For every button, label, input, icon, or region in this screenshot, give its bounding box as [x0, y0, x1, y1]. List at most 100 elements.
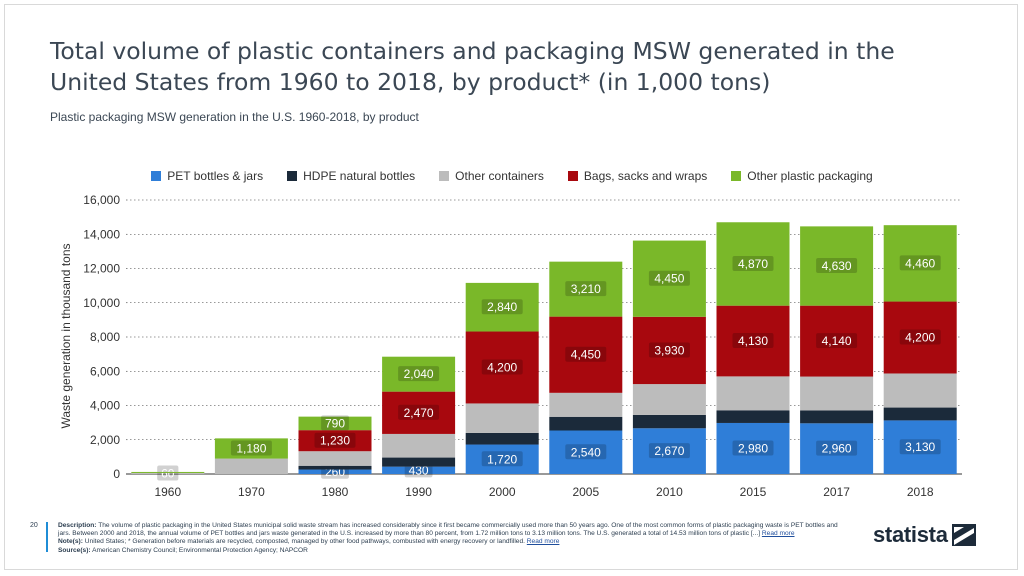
sources-label: Source(s): [58, 546, 91, 554]
legend-swatch-other-containers [439, 171, 450, 181]
bar-segment [632, 240, 706, 317]
data-label: 3,210 [571, 282, 601, 296]
bar-segment [131, 472, 205, 474]
notes-read-more-link[interactable]: Read more [526, 538, 560, 546]
data-label: 4,200 [905, 331, 935, 345]
bar-segment [382, 433, 456, 458]
bar-segment [883, 225, 957, 302]
data-label-background [314, 432, 356, 448]
data-label: 2,540 [571, 445, 601, 459]
data-label-background [565, 281, 607, 297]
legend-item-bags[interactable]: Bags, sacks and wraps [567, 168, 707, 184]
legend-label-other-plastic: Other plastic packaging [747, 169, 873, 183]
data-label-background [732, 440, 774, 456]
bar-segment [214, 438, 288, 459]
bar-segment [716, 305, 790, 377]
x-tick-label: 1970 [238, 485, 265, 499]
data-label-background [481, 451, 523, 467]
data-label: 1,230 [320, 434, 350, 448]
data-label-background [565, 346, 607, 362]
bar-segment [298, 416, 372, 431]
x-tick-label: 2018 [907, 485, 934, 499]
data-label: 4,630 [822, 259, 852, 273]
x-tick-label: 2015 [740, 485, 767, 499]
data-label: 60 [161, 466, 175, 480]
bar-segment [382, 356, 456, 392]
footer-accent-bar [46, 522, 48, 552]
data-label: 2,980 [738, 441, 768, 455]
data-label: 1,720 [487, 452, 517, 466]
bar-segment [883, 407, 957, 421]
data-label-background [899, 329, 941, 345]
legend-swatch-other-plastic [731, 171, 742, 181]
statista-logo-text: statista [873, 522, 948, 547]
bar-segment [298, 465, 372, 470]
data-label: 4,200 [487, 360, 517, 374]
bar-segment [382, 457, 456, 467]
statista-logo[interactable]: statista [873, 520, 976, 550]
legend-item-other-plastic[interactable]: Other plastic packaging [731, 168, 873, 184]
bar-segment [382, 391, 456, 434]
bar-segment [632, 316, 706, 385]
data-label-background [230, 440, 272, 456]
legend-label-other-containers: Other containers [455, 169, 544, 183]
data-label-background [481, 359, 523, 375]
y-tick-label: 8,000 [90, 330, 120, 344]
legend-swatch-hdpe [287, 171, 298, 181]
y-tick-label: 12,000 [83, 262, 120, 276]
bar-segment [800, 410, 874, 424]
sources-text: American Chemistry Council; Environmenta… [92, 546, 308, 554]
data-label: 2,670 [654, 444, 684, 458]
description-label: Description: [58, 522, 97, 529]
data-label: 430 [409, 463, 429, 477]
data-label: 4,140 [822, 334, 852, 348]
footer-text: Description: The volume of plastic packa… [58, 522, 838, 555]
bar-segment [716, 222, 790, 306]
data-label-background [648, 443, 690, 459]
y-tick-label: 2,000 [90, 433, 120, 447]
data-label-background [481, 299, 523, 315]
description-text: The volume of plastic packaging in the U… [58, 522, 838, 538]
data-label-background [816, 440, 858, 456]
legend-label-pet: PET bottles & jars [167, 169, 264, 183]
data-label-background [157, 465, 179, 481]
y-tick-label: 14,000 [83, 227, 120, 241]
bar-segment [716, 410, 790, 423]
legend-item-hdpe[interactable]: HDPE natural bottles [287, 168, 415, 184]
bar-segment [800, 423, 874, 474]
data-label-background [565, 444, 607, 460]
x-tick-label: 2010 [656, 485, 683, 499]
bar-segment [465, 432, 539, 445]
bar-segment [298, 451, 372, 466]
bar-segment [716, 422, 790, 474]
bar-segment [465, 403, 539, 433]
legend-item-other-containers[interactable]: Other containers [439, 168, 544, 184]
bar-segment [131, 471, 205, 473]
chart-legend: PET bottles & jars HDPE natural bottles … [0, 168, 1024, 184]
x-tick-label: 2005 [572, 485, 599, 499]
legend-item-pet[interactable]: PET bottles & jars [151, 168, 263, 184]
description-read-more-link[interactable]: Read more [761, 530, 795, 538]
bar-segment [883, 420, 957, 474]
bar-segment [549, 316, 623, 393]
statista-logo-icon [951, 524, 976, 546]
bar-segment [465, 444, 539, 474]
x-tick-label: 2017 [823, 485, 850, 499]
x-tick-label: 1980 [322, 485, 349, 499]
bar-segment [549, 416, 623, 431]
bar-segment [549, 261, 623, 317]
chart-subtitle: Plastic packaging MSW generation in the … [50, 110, 419, 124]
y-tick-label: 10,000 [83, 296, 120, 310]
y-tick-label: 0 [113, 467, 120, 481]
notes-text: United States; * Generation before mater… [84, 538, 525, 546]
data-label: 4,460 [905, 256, 935, 270]
data-label-background [732, 333, 774, 349]
data-label: 3,930 [654, 343, 684, 357]
x-tick-label: 1990 [405, 485, 432, 499]
y-tick-label: 6,000 [90, 364, 120, 378]
bar-segment [800, 226, 874, 306]
data-label-background [816, 258, 858, 274]
bar-segment [883, 373, 957, 408]
data-label-background [398, 366, 440, 382]
data-label-background [321, 415, 349, 431]
